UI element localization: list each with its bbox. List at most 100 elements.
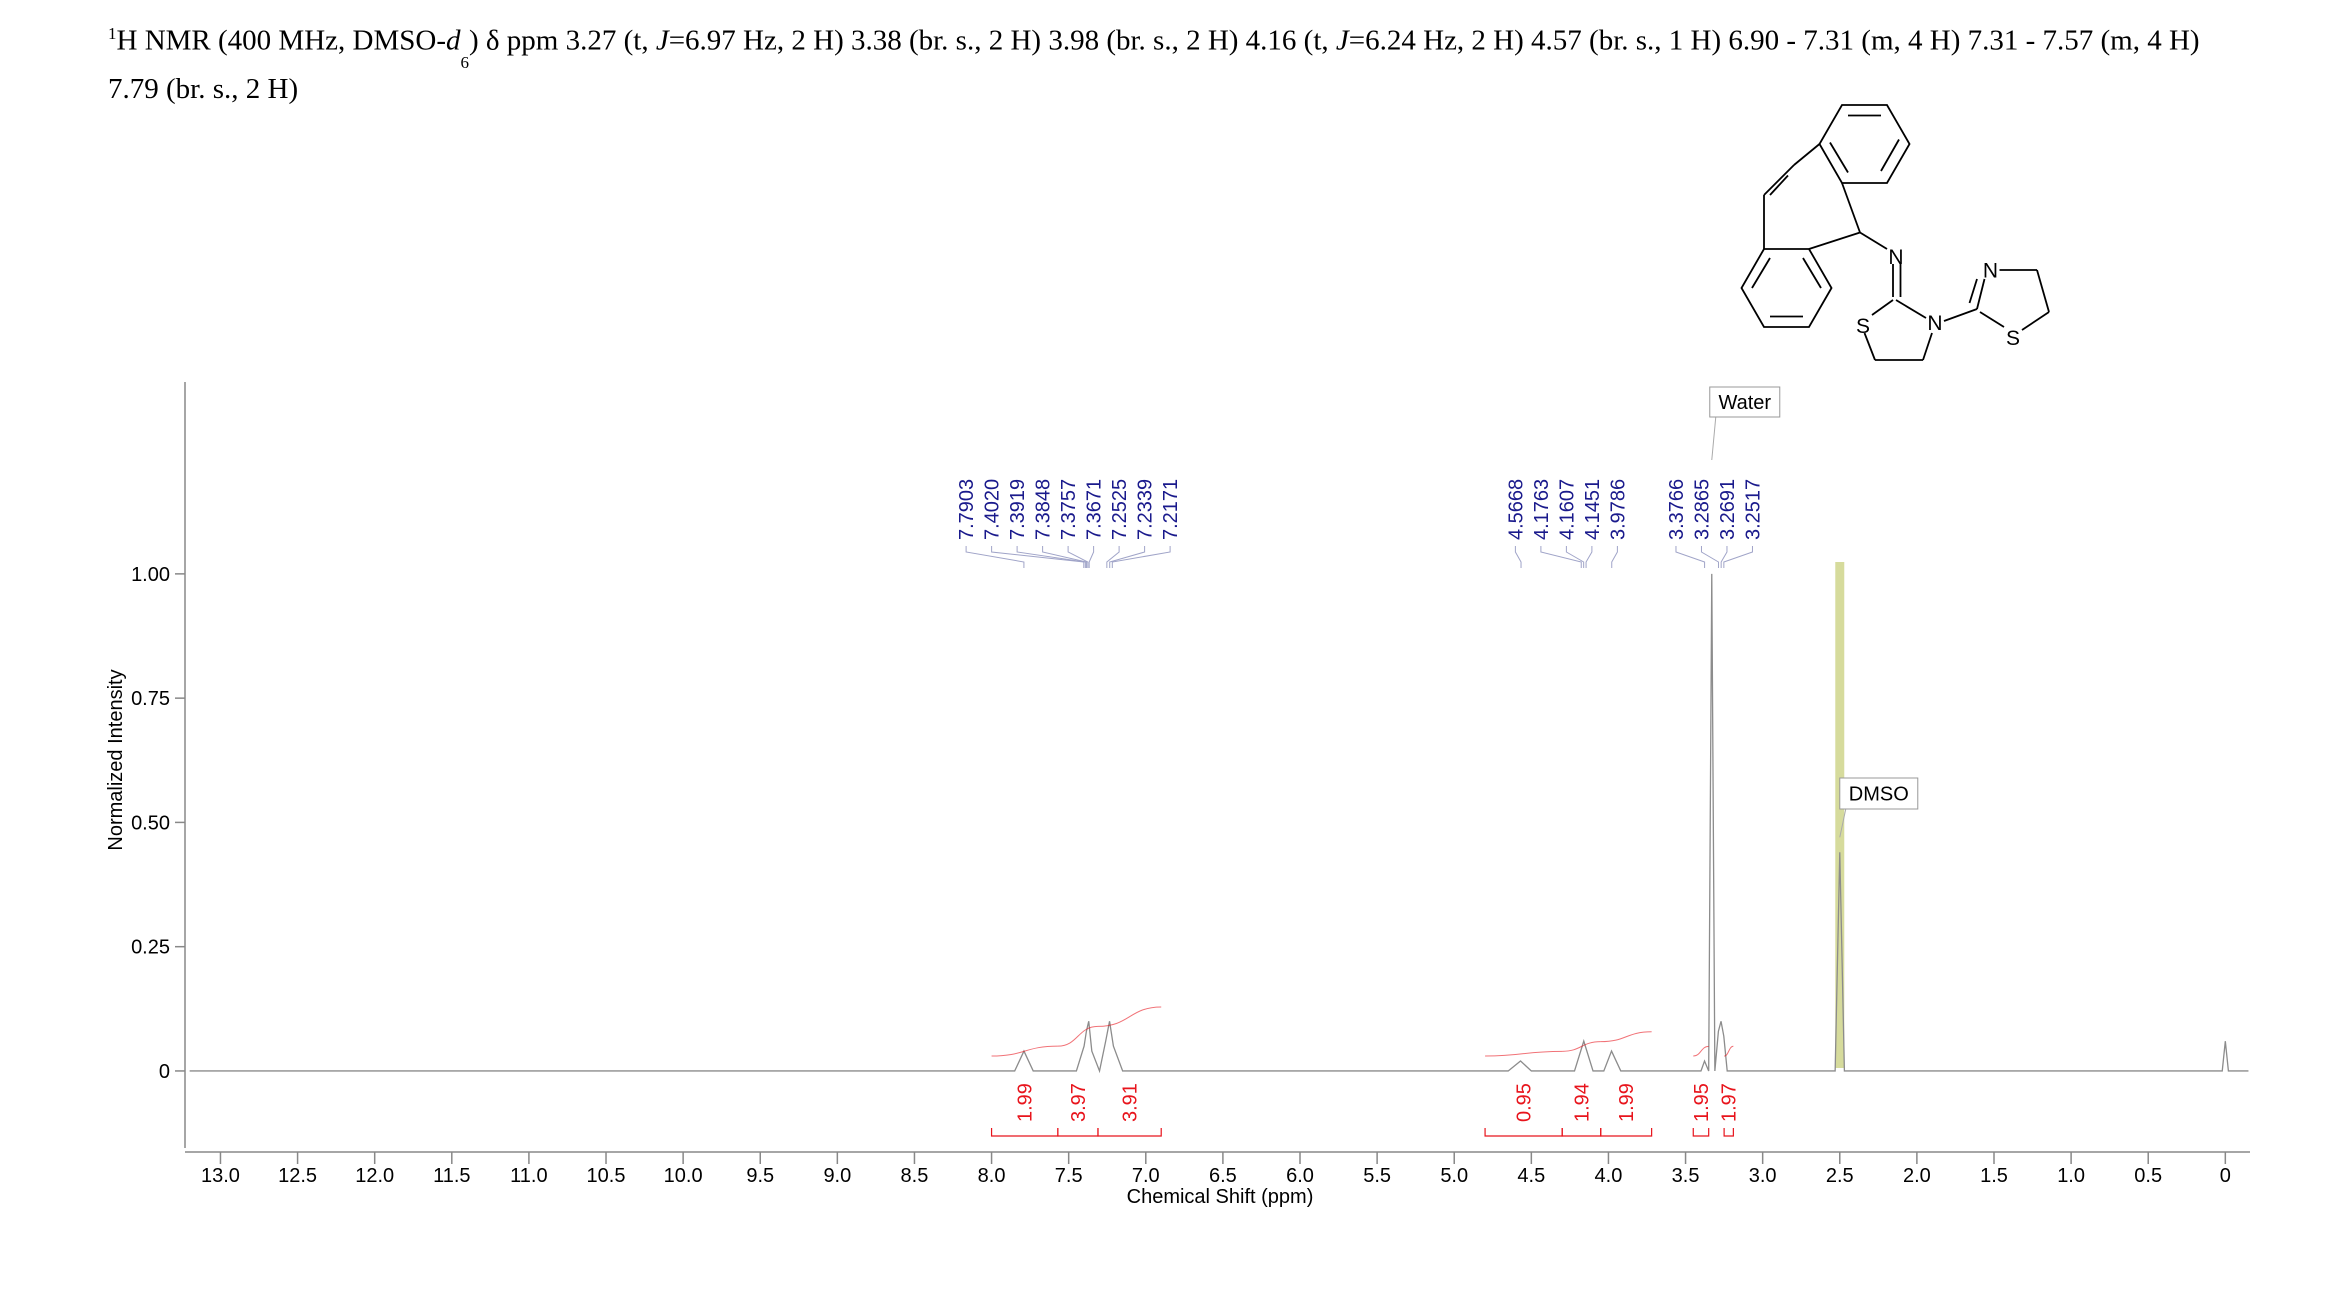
title-part: 1 (108, 24, 117, 43)
peak-label: 7.7903 (956, 479, 978, 540)
peak-label: 7.2171 (1160, 479, 1182, 540)
x-tick-label: 1.0 (2057, 1165, 2085, 1187)
x-tick-label: 4.5 (1517, 1165, 1545, 1187)
bond (1979, 311, 2005, 328)
x-tick-label: 3.0 (1749, 1165, 1777, 1187)
peak-label: 3.3766 (1666, 479, 1688, 540)
peak-connector (1540, 546, 1582, 568)
x-tick-label: 12.0 (355, 1165, 394, 1187)
x-tick-label: 10.5 (587, 1165, 626, 1187)
peak-connector (991, 546, 1085, 568)
integral-curve (1057, 1025, 1098, 1047)
peak-label: 7.3671 (1084, 479, 1106, 540)
peak-label: 3.2865 (1691, 479, 1713, 540)
integral-label: 1.99 (1616, 1083, 1638, 1122)
x-tick-label: 10.0 (664, 1165, 703, 1187)
integral-bracket (1600, 1128, 1653, 1137)
title-part: =6.24 Hz, 2 H) 4.57 (br. s., 1 H) 6.90 -… (108, 24, 2200, 105)
x-tick-label: 6.0 (1286, 1165, 1314, 1187)
integral-curve (1485, 1050, 1563, 1057)
x-tick-label: 2.5 (1826, 1165, 1854, 1187)
x-tick-label: 7.0 (1132, 1165, 1160, 1187)
peak-connector (1720, 546, 1728, 568)
x-tick-label: 9.5 (746, 1165, 774, 1187)
bond (1968, 278, 1978, 304)
bond (1769, 174, 1789, 196)
integral-curve (991, 1045, 1058, 1057)
y-tick-label: 0.25 (131, 937, 170, 959)
bond (1802, 257, 1822, 289)
title-part: ) δ ppm 3.27 (t, (468, 24, 656, 57)
integral-label: 0.95 (1514, 1083, 1536, 1122)
integral-curve (1562, 1041, 1601, 1052)
bond (1863, 332, 1876, 361)
x-tick-label: 8.0 (978, 1165, 1006, 1187)
peak-label: 7.2339 (1135, 479, 1157, 540)
integral-bracket (990, 1128, 1059, 1137)
atom-label: S (2006, 327, 2020, 350)
peak-label: 3.2691 (1717, 479, 1739, 540)
annotation-pointer (1839, 808, 1847, 838)
x-tick-label: 12.5 (278, 1165, 317, 1187)
atom-label: N (1888, 246, 1903, 269)
bond (1793, 143, 1821, 166)
bond (1880, 139, 1900, 172)
title-part: H NMR (400 MHz, DMSO- (116, 24, 446, 57)
x-tick-label: 4.0 (1595, 1165, 1623, 1187)
y-tick-label: 0 (159, 1061, 170, 1083)
bond (1829, 142, 1849, 173)
annotation-label: DMSO (1849, 784, 1909, 806)
x-tick-label: 1.5 (1980, 1165, 2008, 1187)
y-tick-label: 0.75 (131, 688, 170, 710)
bond (1943, 308, 1978, 322)
integral-label: 1.99 (1015, 1083, 1037, 1122)
x-tick-label: 2.0 (1903, 1165, 1931, 1187)
bond (1922, 332, 1933, 361)
x-tick-label: 7.5 (1055, 1165, 1083, 1187)
x-tick-label: 5.5 (1363, 1165, 1391, 1187)
peak-label: 3.9786 (1607, 479, 1629, 540)
peak-label: 7.2525 (1109, 479, 1131, 540)
chart-title: 1H NMR (400 MHz, DMSO-d6) δ ppm 3.27 (t,… (108, 12, 2248, 111)
y-tick-label: 0.50 (131, 812, 170, 834)
x-tick-label: 11.0 (510, 1165, 547, 1187)
integral-label: 1.95 (1691, 1083, 1713, 1122)
x-tick-label: 0.5 (2134, 1165, 2162, 1187)
annotation-pointer (1711, 416, 1717, 461)
peak-label: 4.1763 (1531, 479, 1553, 540)
spectrum-line (189, 573, 2249, 1074)
annotation-box (1839, 777, 1919, 810)
x-tick-label: 8.5 (901, 1165, 929, 1187)
peak-label: 4.5668 (1505, 479, 1527, 540)
peak-label: 4.1607 (1556, 479, 1578, 540)
peak-connector (1723, 546, 1753, 568)
integral-bracket (1692, 1128, 1710, 1137)
title-part: 6 (460, 52, 469, 72)
y-axis-label: Normalized Intensity (105, 669, 127, 850)
integral-curve (1600, 1031, 1652, 1043)
x-tick-label: 3.5 (1672, 1165, 1700, 1187)
x-tick-label: 13.0 (201, 1165, 240, 1187)
integral-label: 3.91 (1120, 1083, 1142, 1122)
x-tick-label: 6.5 (1209, 1165, 1237, 1187)
bond (1859, 231, 1888, 250)
peak-label: 7.3757 (1058, 479, 1080, 540)
integral-curve (1097, 1006, 1162, 1027)
integral-bracket (1561, 1128, 1602, 1137)
peak-connector (1514, 546, 1522, 568)
bond (1871, 299, 1894, 316)
x-tick-label: 9.0 (823, 1165, 851, 1187)
x-axis-label: Chemical Shift (ppm) (1127, 1186, 1314, 1208)
atom-label: N (1927, 312, 1942, 335)
x-tick-label: 5.0 (1440, 1165, 1468, 1187)
title-part: J (1335, 24, 1349, 57)
title-part: J (655, 24, 669, 57)
integral-label: 1.97 (1719, 1083, 1741, 1122)
x-tick-label: 0 (2220, 1165, 2231, 1187)
annotation-box (1709, 386, 1781, 418)
title-part: d (445, 24, 461, 57)
peak-connector (1565, 546, 1585, 568)
title-part: =6.97 Hz, 2 H) 3.38 (br. s., 2 H) 3.98 (… (668, 24, 1336, 57)
